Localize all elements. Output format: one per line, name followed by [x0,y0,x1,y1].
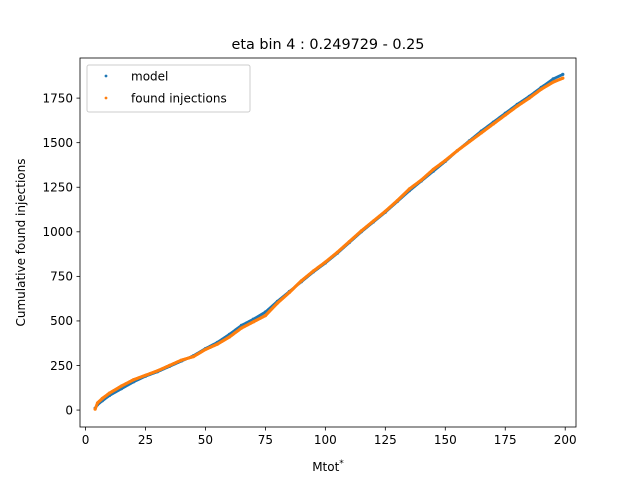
y-tick-label: 1750 [42,91,73,105]
data-point [359,229,363,233]
data-point [443,158,447,163]
y-axis-ticks: 0 250 500 750 1000 1250 1500 1750 [42,91,80,417]
plot-area-background [80,58,576,427]
legend-marker-found-injections [104,96,108,100]
data-point [95,401,100,405]
x-tick-label: 125 [374,433,397,447]
legend: model found injections [86,64,251,113]
y-tick-label: 0 [65,403,73,417]
data-point [347,240,351,244]
y-axis-label: Cumulative found injections [14,158,28,326]
data-point [335,250,339,254]
y-tick-label: 750 [50,270,73,284]
data-point [527,96,531,100]
legend-label-model: model [131,70,168,84]
plot-frame [79,57,577,428]
data-point [131,378,136,382]
data-point [311,269,315,273]
y-tick-label: 250 [50,359,73,373]
data-point [539,87,543,91]
data-point [561,72,565,76]
series-found-injections [93,76,565,411]
y-tick-label: 1500 [42,136,73,150]
data-point [227,335,232,339]
y-tick-label: 500 [50,314,73,328]
x-tick-label: 0 [82,433,90,447]
data-point [143,373,148,377]
x-axis-label-text: Mtot [312,460,339,474]
legend-marker-model [104,74,108,78]
x-tick-label: 75 [258,433,273,447]
data-point [455,149,459,153]
x-tick-label: 100 [314,433,337,447]
data-point [395,199,399,203]
y-tick-label: 1250 [42,181,73,195]
data-point [551,77,555,81]
legend-box [86,64,251,113]
data-point [263,313,267,318]
x-tick-label: 50 [198,433,213,447]
x-tick-label: 200 [554,433,577,447]
data-point [275,301,279,305]
data-point [203,347,208,352]
data-point [551,80,555,84]
data-point [515,104,519,108]
data-point [431,167,435,172]
data-point [179,358,184,362]
data-point [323,260,327,264]
legend-label-found-injections: found injections [131,92,227,106]
data-point [467,140,471,144]
x-axis-label: Mtot* [312,459,344,474]
x-axis-ticks: 0 25 50 75 100 125 150 175 200 [82,427,577,447]
data-point [407,187,411,191]
data-point [191,354,196,359]
x-tick-label: 175 [494,433,517,447]
x-tick-label: 150 [434,433,457,447]
x-tick-label: 25 [138,433,153,447]
series-layer [93,72,565,411]
data-point [155,369,160,373]
y-tick-label: 1000 [42,225,73,239]
data-point [299,279,303,283]
data-point [93,407,97,411]
data-point [251,320,256,324]
data-point [419,178,423,182]
data-point [239,326,244,330]
data-point [561,76,565,80]
data-point [100,396,104,401]
data-point [287,290,291,295]
data-point [383,209,387,213]
data-point [167,363,172,368]
data-point [119,384,124,388]
data-point [371,219,375,223]
chart-title: eta bin 4 : 0.249729 - 0.25 [232,37,425,53]
data-point [107,391,112,395]
data-point [479,131,483,135]
data-point [491,122,495,126]
data-point [215,342,220,346]
x-axis-label-superscript: * [339,459,344,469]
data-point [503,113,507,117]
